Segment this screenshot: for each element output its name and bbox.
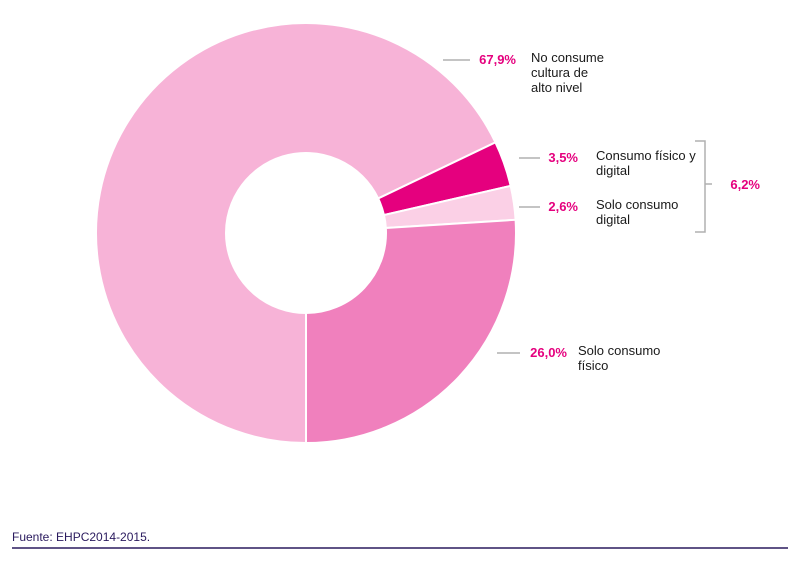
value-label: 67,9% (479, 52, 516, 67)
slice (305, 218, 517, 445)
value-label: 3,5% (548, 150, 578, 165)
group-label: 6,2% (730, 177, 760, 192)
value-label: 2,6% (548, 199, 578, 214)
group-bracket (695, 140, 712, 233)
slice (95, 22, 497, 445)
slice-label: Solo consumo digital (596, 197, 679, 227)
slice-label: Solo consumo físico (578, 343, 661, 373)
value-label: 26,0% (530, 345, 567, 360)
slice-label: No consume cultura de alto nivel (531, 50, 604, 95)
slice-label: Consumo físico y digital (596, 148, 696, 178)
source: Fuente: EHPC2014-2015. (12, 530, 151, 544)
